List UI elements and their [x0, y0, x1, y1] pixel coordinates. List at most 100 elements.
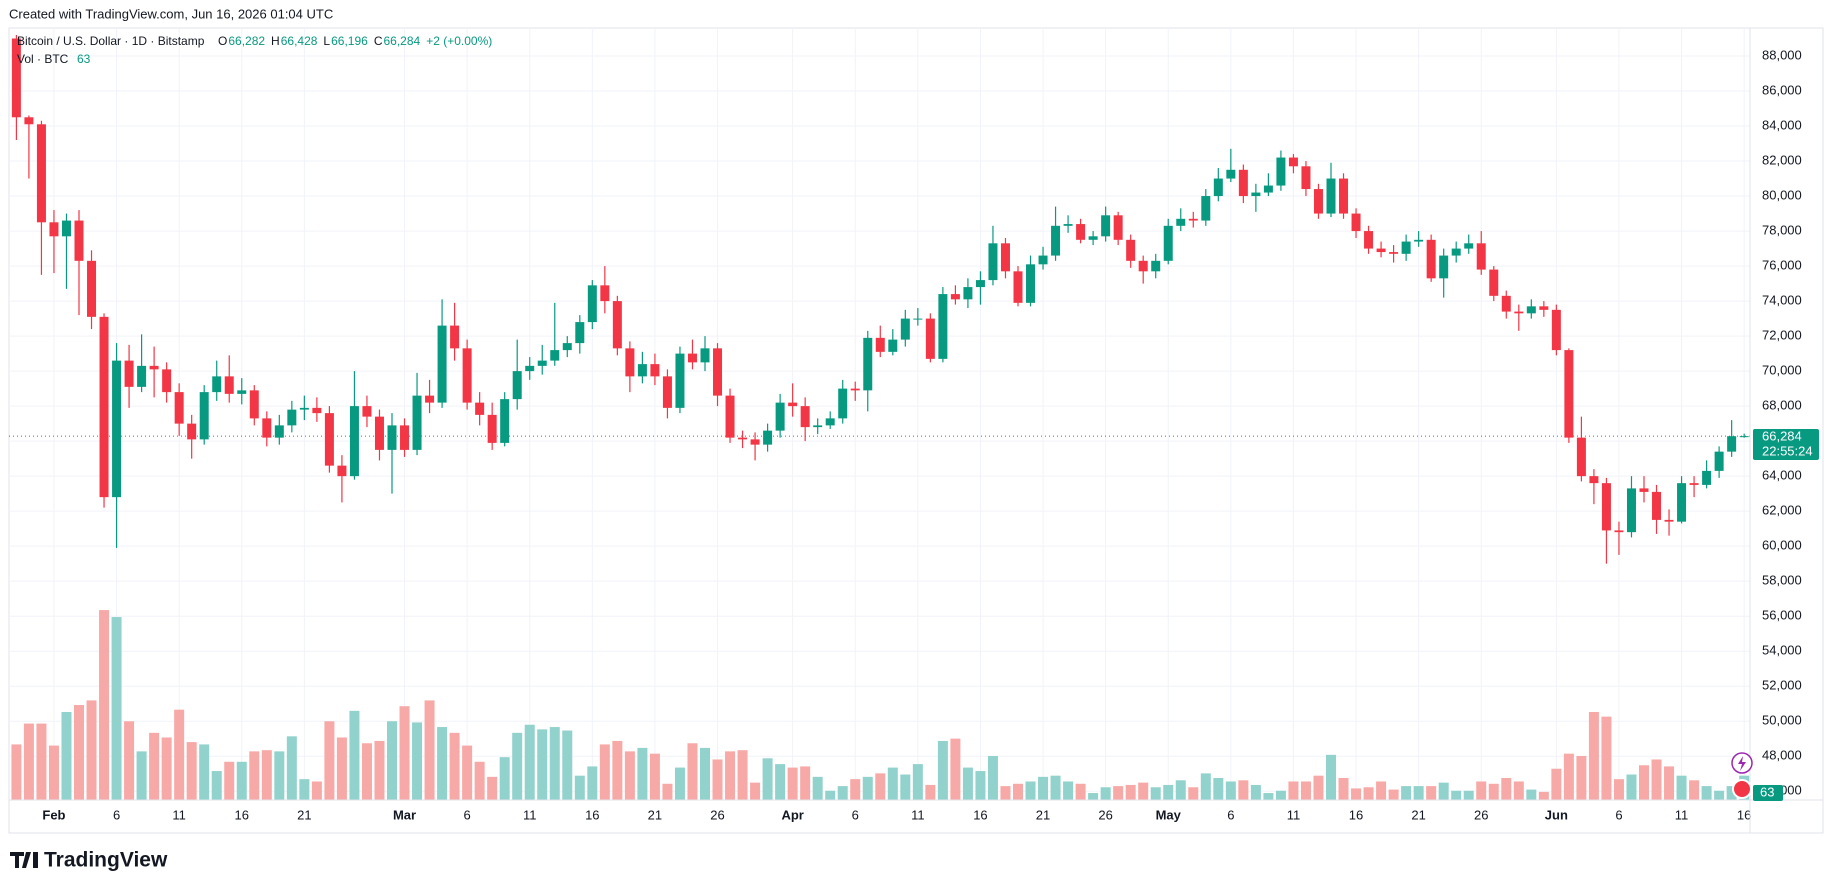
volume-bar: [987, 755, 998, 800]
candle-body: [1038, 255, 1048, 265]
y-tick-label: 76,000: [1762, 258, 1802, 273]
x-tick-label: Jun: [1545, 807, 1568, 822]
candle-body: [24, 117, 34, 125]
candle-body: [800, 406, 810, 428]
volume-bar: [437, 727, 448, 800]
candle-body: [1301, 166, 1311, 190]
x-tick-label: 21: [648, 807, 662, 822]
volume-bar: [336, 737, 347, 800]
candle-body: [137, 365, 147, 387]
candle-body: [1351, 213, 1361, 232]
x-tick-label: 11: [523, 807, 537, 822]
volume-bar: [1376, 781, 1387, 800]
candle-body: [87, 260, 97, 317]
candle-body: [913, 318, 923, 320]
candle-body: [625, 348, 635, 377]
y-tick-label: 86,000: [1762, 82, 1802, 97]
candle-body: [1727, 436, 1737, 452]
volume-bar: [1288, 781, 1299, 800]
volume-bar: [1326, 754, 1336, 800]
volume-bar: [224, 761, 235, 800]
volume-bar: [875, 773, 886, 800]
candle-body: [425, 395, 435, 403]
volume-bar: [1100, 787, 1111, 800]
volume-bar: [950, 738, 961, 800]
candle-body: [1339, 178, 1349, 214]
candle-body: [1589, 476, 1599, 484]
candle-body: [763, 430, 773, 445]
candle-body: [1000, 243, 1010, 272]
volume-bar: [387, 721, 397, 800]
volume-bar: [274, 751, 285, 800]
volume-bar: [1639, 765, 1649, 800]
candle-body: [187, 423, 197, 440]
x-tick-label: 26: [1098, 807, 1112, 822]
x-tick-label: 16: [235, 807, 249, 822]
candle-body: [1138, 260, 1148, 272]
volume-bar: [1438, 782, 1449, 800]
candle-body: [650, 364, 660, 377]
volume-bar: [937, 740, 948, 800]
ohlc-value: 66,196: [331, 34, 368, 48]
volume-bar: [925, 784, 936, 800]
volume-bar: [775, 764, 786, 800]
candle-body: [1389, 252, 1399, 254]
volume-bar: [1388, 789, 1399, 800]
y-tick-label: 60,000: [1762, 538, 1802, 553]
y-tick-label: 72,000: [1762, 328, 1802, 343]
candle-body: [612, 301, 622, 349]
candle-body: [61, 220, 71, 237]
candle-body: [337, 465, 347, 477]
candle-body: [1263, 185, 1273, 193]
volume-bar: [86, 700, 97, 800]
candle-body: [49, 222, 59, 237]
candle-body: [437, 325, 447, 403]
volume-bar: [1689, 780, 1700, 800]
volume-bar: [1125, 784, 1136, 800]
candle-body: [374, 416, 384, 450]
volume-bar: [1000, 786, 1011, 800]
candle-body: [1076, 224, 1086, 240]
price-tag-countdown: 22:55:24: [1762, 443, 1813, 458]
volume-bar: [1275, 790, 1286, 800]
candle-body: [450, 325, 460, 349]
volume-bar: [900, 774, 911, 800]
icons: [1731, 752, 1753, 799]
x-tick-label: 6: [1227, 807, 1234, 822]
volume-bar: [1676, 775, 1687, 800]
volume-bar: [1601, 716, 1612, 800]
x-tick-label: 16: [973, 807, 987, 822]
candle-body: [462, 348, 472, 403]
x-tick-label: Apr: [781, 807, 803, 822]
volume-bar: [787, 767, 798, 800]
candle-body: [888, 339, 898, 352]
volume-bar: [812, 776, 823, 800]
candle-body: [775, 402, 785, 431]
volume-bar: [1551, 768, 1562, 800]
x-tick-label: 26: [710, 807, 724, 822]
candle-body: [1526, 306, 1536, 314]
volume-bar: [537, 729, 548, 800]
candle-body: [750, 439, 760, 445]
x-tick-label: 16: [585, 807, 599, 822]
volume-bar: [1426, 786, 1437, 800]
candle-body: [1626, 488, 1636, 533]
volume-bar: [1013, 783, 1023, 800]
volume-bar: [1588, 711, 1599, 800]
candle-body: [1551, 309, 1561, 351]
bolt: [1738, 756, 1746, 771]
y-tick-label: 56,000: [1762, 608, 1802, 623]
volume-bar: [374, 740, 385, 800]
volume-bar: [136, 751, 147, 800]
volume-pane: [11, 610, 1750, 800]
candle-body: [1026, 264, 1036, 303]
volume-bar: [700, 747, 710, 800]
volume-bar: [11, 744, 22, 800]
candle-body: [562, 343, 572, 351]
volume-bar: [1263, 793, 1274, 800]
volume-bar: [1163, 784, 1174, 800]
volume-bar: [800, 766, 811, 800]
volume-bar: [1050, 775, 1061, 800]
volume-bar: [649, 753, 660, 800]
candle-body: [850, 388, 860, 391]
